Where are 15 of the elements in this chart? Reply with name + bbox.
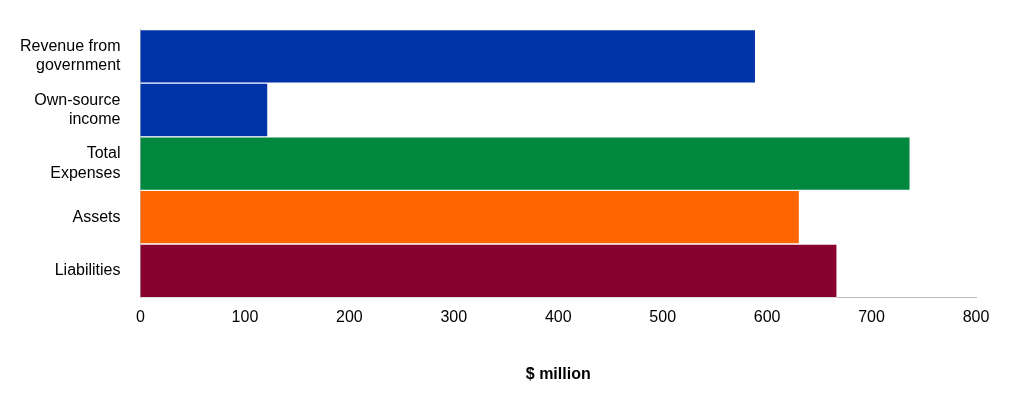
x-axis-title: $ million — [525, 364, 591, 382]
y-tick-label: Own-source income — [34, 90, 121, 128]
y-tick-label: Total Expenses — [50, 144, 121, 181]
x-tick-label: 0 — [136, 307, 146, 325]
x-tick-label: 100 — [231, 307, 259, 325]
x-tick-label: 200 — [336, 307, 363, 325]
x-tick-label: 400 — [544, 307, 572, 325]
y-tick-label: Liabilities — [54, 261, 121, 279]
y-tick-label: Assets — [72, 207, 121, 225]
x-tick-label: 700 — [858, 307, 886, 325]
x-tick-label: 500 — [649, 307, 677, 325]
x-tick-label: 300 — [440, 307, 468, 325]
y-tick-label: Revenue from government — [19, 37, 122, 74]
x-tick-label: 800 — [962, 307, 990, 325]
x-tick-label: 600 — [753, 307, 781, 325]
